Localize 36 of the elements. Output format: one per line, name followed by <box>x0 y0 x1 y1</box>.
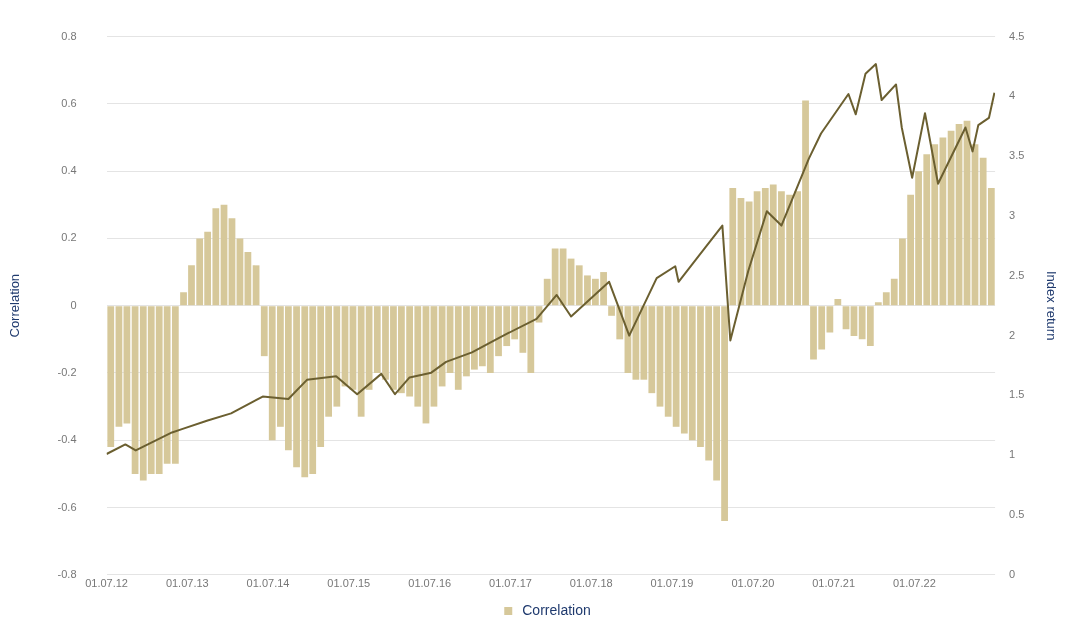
y2-axis-title: Index return <box>1043 271 1059 341</box>
y2-tick-label: 2.5 <box>1009 268 1025 281</box>
bar <box>729 187 737 306</box>
y2-tick-label: 0.5 <box>1009 508 1025 521</box>
y-tick-label: 0 <box>70 298 77 311</box>
y2-tick-label: 1 <box>1009 448 1016 461</box>
x-tick-label: 01.07.12 <box>85 577 128 590</box>
x-tick-label: 01.07.21 <box>812 577 856 590</box>
y2-tick-label: 3.5 <box>1009 149 1025 162</box>
y-tick-label: -0.4 <box>57 433 77 446</box>
y-tick-label: 0.6 <box>61 96 77 109</box>
x-tick-label: 01.07.14 <box>246 577 290 590</box>
bar <box>834 298 842 306</box>
y-tick-label: 0.2 <box>61 231 77 244</box>
x-tick-label: 01.07.22 <box>892 577 936 590</box>
y2-tick-label: 3 <box>1009 209 1016 222</box>
y2-tick-label: 4.5 <box>1009 29 1025 42</box>
bar <box>107 306 115 447</box>
legend-label: Correlation <box>522 601 591 618</box>
y-axis-title: Correlation <box>7 273 23 338</box>
y2-tick-label: 1.5 <box>1009 388 1025 401</box>
x-tick-label: 01.07.18 <box>569 577 613 590</box>
y-tick-label: 0.8 <box>61 29 77 42</box>
y-tick-label: -0.6 <box>57 500 77 513</box>
y2-tick-label: 4 <box>1009 89 1016 102</box>
x-tick-label: 01.07.19 <box>650 577 694 590</box>
y-tick-label: -0.2 <box>57 366 77 379</box>
x-tick-label: 01.07.15 <box>327 577 371 590</box>
y-tick-label: -0.8 <box>57 567 77 580</box>
y2-tick-label: 0 <box>1009 567 1016 580</box>
y2-tick-label: 2 <box>1009 328 1016 341</box>
x-tick-label: 01.07.17 <box>489 577 532 590</box>
x-tick-label: 01.07.20 <box>731 577 775 590</box>
x-tick-label: 01.07.16 <box>408 577 452 590</box>
x-tick-label: 01.07.13 <box>165 577 209 590</box>
y-tick-label: 0.4 <box>61 164 77 177</box>
